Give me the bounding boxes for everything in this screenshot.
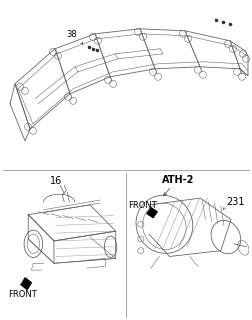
Text: 231: 231 [226,197,244,207]
Polygon shape [147,208,157,218]
Text: FRONT: FRONT [129,201,157,210]
Polygon shape [21,278,31,290]
Text: FRONT: FRONT [8,290,37,299]
Text: ATH-2: ATH-2 [162,174,194,185]
Text: 38: 38 [67,30,77,39]
Text: 16: 16 [50,175,62,186]
